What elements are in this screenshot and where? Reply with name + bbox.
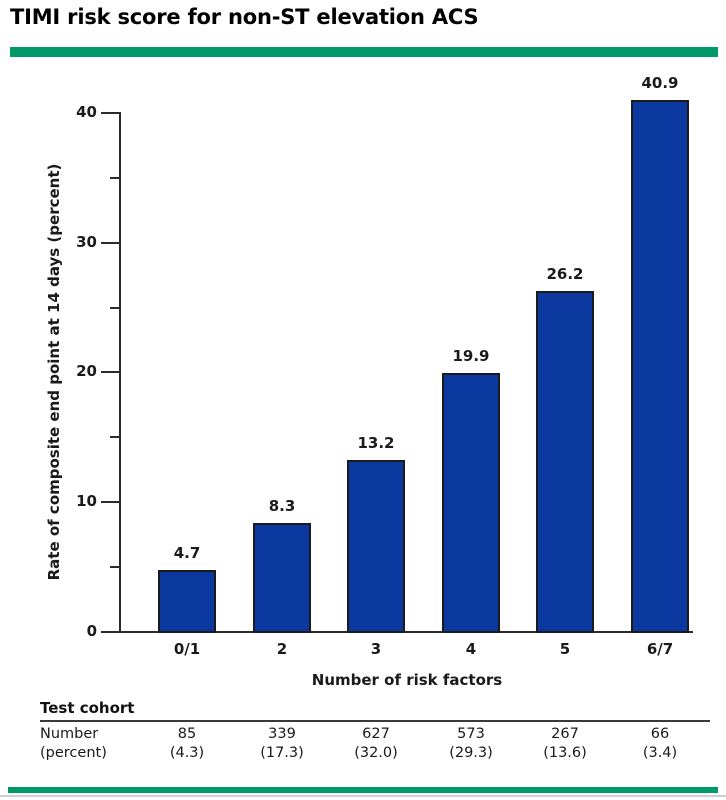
bottom-gray-line <box>0 795 726 797</box>
table-row-label-percent: (percent) <box>40 745 107 761</box>
bar-value-label: 26.2 <box>546 265 584 283</box>
y-tick-label: 30 <box>76 233 97 251</box>
table-percent-cell: (32.0) <box>354 745 398 761</box>
table-number-cell: 85 <box>177 726 197 742</box>
bar <box>536 291 594 633</box>
bar-value-label: 4.7 <box>173 544 201 562</box>
bar <box>631 100 689 633</box>
x-category-label: 6/7 <box>646 640 674 658</box>
table-number-cell: 66 <box>650 726 670 742</box>
table-number-cell: 627 <box>362 726 390 742</box>
y-major-tick <box>101 631 120 633</box>
bar-value-label: 13.2 <box>357 434 395 452</box>
y-tick-label: 0 <box>86 622 97 640</box>
x-category-label: 3 <box>370 640 382 658</box>
y-tick-label: 10 <box>76 492 97 510</box>
table-percent-cell: (13.6) <box>543 745 587 761</box>
x-category-label: 0/1 <box>173 640 201 658</box>
bar-value-label: 8.3 <box>268 497 296 515</box>
table-percent-cell: (17.3) <box>260 745 304 761</box>
bar <box>442 373 500 633</box>
y-major-tick <box>101 371 120 373</box>
bar <box>253 523 311 633</box>
y-minor-tick <box>110 177 120 179</box>
page-title: TIMI risk score for non-ST elevation ACS <box>10 5 479 29</box>
table-number-cell: 339 <box>268 726 296 742</box>
y-tick-label: 20 <box>76 362 97 380</box>
x-category-label: 5 <box>559 640 571 658</box>
x-axis-title: Number of risk factors <box>311 671 503 689</box>
y-minor-tick <box>110 307 120 309</box>
bar <box>347 460 405 633</box>
table-header: Test cohort <box>40 699 135 717</box>
table-percent-cell: (4.3) <box>169 745 205 761</box>
y-minor-tick <box>110 566 120 568</box>
table-row-label-number: Number <box>40 726 99 742</box>
y-tick-label: 40 <box>76 103 97 121</box>
x-category-label: 2 <box>276 640 288 658</box>
bar-value-label: 40.9 <box>641 74 679 92</box>
y-axis-line <box>119 112 121 633</box>
y-major-tick <box>101 501 120 503</box>
x-category-label: 4 <box>465 640 477 658</box>
bottom-accent-bar <box>8 787 718 793</box>
table-number-cell: 267 <box>551 726 579 742</box>
table-number-cell: 573 <box>457 726 485 742</box>
bar <box>158 570 216 633</box>
y-major-tick <box>101 242 120 244</box>
y-major-tick <box>101 112 120 114</box>
top-accent-bar <box>10 47 718 57</box>
table-percent-cell: (29.3) <box>449 745 493 761</box>
bar-value-label: 19.9 <box>452 347 490 365</box>
table-percent-cell: (3.4) <box>642 745 678 761</box>
y-minor-tick <box>110 436 120 438</box>
table-header-rule <box>40 720 710 722</box>
